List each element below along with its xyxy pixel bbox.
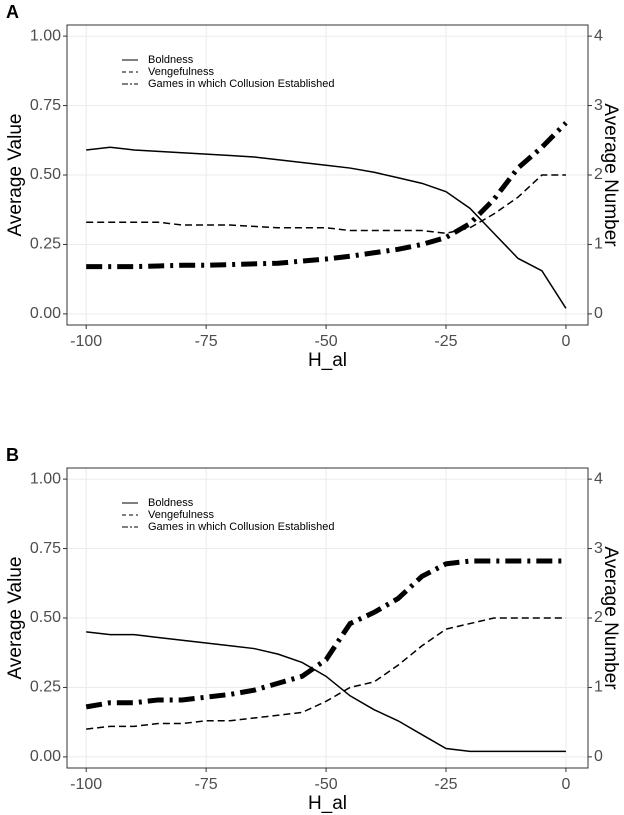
series-line (86, 631, 566, 753)
y2-tick-label: 2 (594, 166, 603, 183)
x-tick-label: -25 (434, 776, 457, 793)
panel-label: B (6, 445, 19, 465)
y2-tick-label: 3 (594, 97, 603, 114)
y-tick-label: 0.75 (30, 97, 61, 114)
x-axis-title: H_al (308, 350, 347, 371)
y2-axis-title: Average Number (600, 546, 621, 690)
y-tick-label: 0.00 (30, 748, 61, 765)
x-tick-label: -50 (314, 333, 337, 350)
y2-tick-label: 0 (594, 305, 603, 322)
series-line (86, 174, 566, 235)
y-tick-label: 0.50 (30, 609, 61, 626)
y2-tick-label: 4 (594, 27, 603, 44)
series-line (86, 121, 568, 270)
legend-label: Boldness (148, 54, 194, 66)
x-tick-label: -100 (70, 776, 102, 793)
y-tick-label: 0.25 (30, 679, 61, 696)
series-line (86, 146, 567, 309)
y-tick-label: 0.75 (30, 540, 61, 557)
x-tick-label: -25 (434, 333, 457, 350)
legend-label: Vengefulness (148, 509, 215, 521)
y2-axis-title: Average Number (600, 103, 621, 247)
y-tick-label: 1.00 (30, 27, 61, 44)
x-tick-label: 0 (561, 776, 570, 793)
y2-tick-label: 2 (594, 609, 603, 626)
legend-label: Games in which Collusion Established (148, 78, 334, 90)
plot-border (66, 467, 589, 769)
x-tick-label: -75 (195, 776, 218, 793)
series-line (85, 558, 566, 710)
y-tick-label: 0.25 (30, 236, 61, 253)
y-axis-title: Average Value (5, 114, 26, 237)
legend-label: Games in which Collusion Established (148, 521, 334, 533)
plot-border (66, 24, 589, 326)
panel: A -100 -75 -50 -25 0 0.00 0.25 0.50 0.75 1.00 0 1 2 3 4… (5, 2, 621, 371)
y2-tick-label: 3 (594, 540, 603, 557)
y2-tick-label: 4 (594, 470, 603, 487)
y-axis-title: Average Value (5, 557, 26, 680)
y2-tick-label: 1 (594, 679, 603, 696)
panel-label: A (6, 2, 19, 22)
legend-label: Boldness (148, 497, 194, 509)
y-tick-label: 1.00 (30, 470, 61, 487)
x-tick-label: -75 (195, 333, 218, 350)
legend-label: Vengefulness (148, 66, 215, 78)
x-tick-label: 0 (561, 333, 570, 350)
y2-tick-label: 1 (594, 236, 603, 253)
series-line (86, 617, 566, 730)
x-axis-title: H_al (308, 793, 347, 814)
y-tick-label: 0.00 (30, 305, 61, 322)
x-tick-label: -100 (70, 333, 102, 350)
x-tick-label: -50 (314, 776, 337, 793)
y-tick-label: 0.50 (30, 166, 61, 183)
y2-tick-label: 0 (594, 748, 603, 765)
panel: B -100 -75 -50 -25 0 0.00 0.25 0.50 0.75 1.00 0 1 2 3 4… (5, 445, 621, 814)
